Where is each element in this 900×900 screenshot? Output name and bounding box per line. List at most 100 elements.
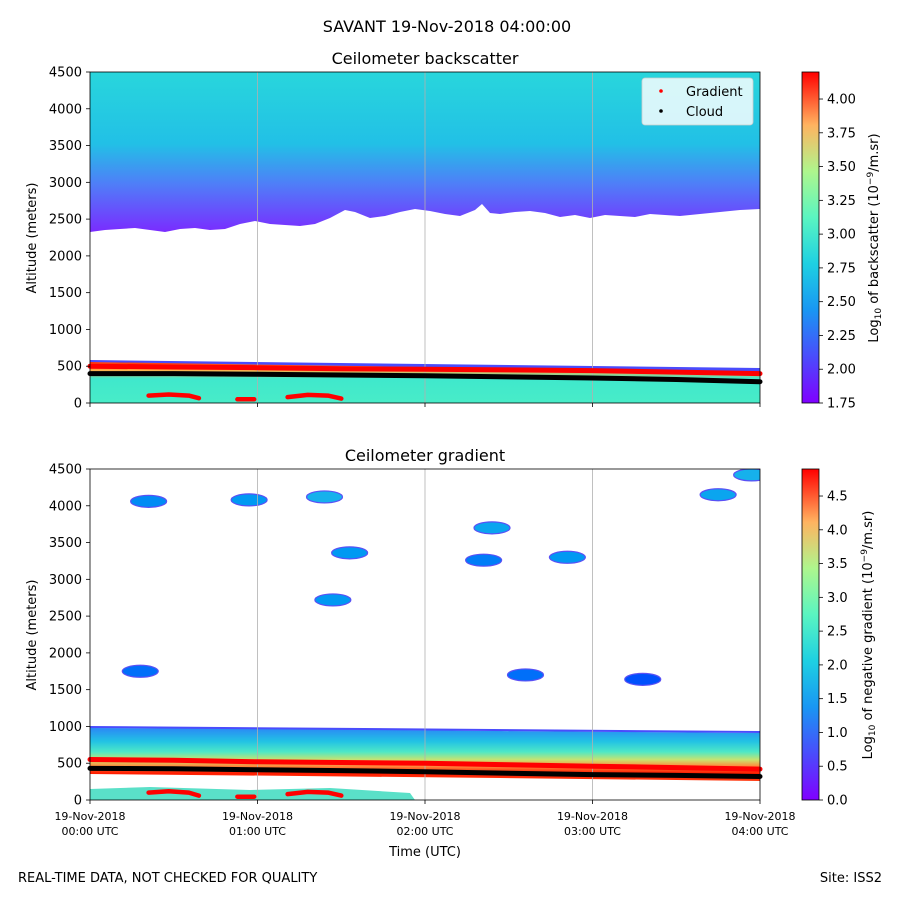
y-tick-label: 1500 xyxy=(49,286,82,301)
legend-cloud-label: Cloud xyxy=(686,105,723,120)
colorbar-tick-label: 2.75 xyxy=(827,261,856,276)
backscatter-panel: Ceilometer backscatter 0 500 1000 1500 2000 2… xyxy=(25,49,884,412)
y-tick-label: 4000 xyxy=(49,102,82,117)
x-tick-label-time: 02:00 UTC xyxy=(396,825,453,838)
gradient-colorbar-label: Log10 of negative gradient (10−9/m.sr) xyxy=(860,511,878,760)
colorbar-tick-label: 2.0 xyxy=(827,658,848,673)
cloud-patch xyxy=(473,521,511,535)
backscatter-colorbar-label: Log10 of backscatter (10−9/m.sr) xyxy=(866,133,884,342)
backscatter-gridlines xyxy=(257,72,593,403)
gradient-cloud-patches xyxy=(121,469,760,686)
colorbar-tick-label: 4.0 xyxy=(827,523,848,538)
series-gradient xyxy=(87,363,763,377)
colorbar-tick-label: 3.50 xyxy=(827,160,856,175)
cloud-patch xyxy=(548,550,586,564)
backscatter-colorbar-ticks: 1.75 2.00 2.25 2.50 2.75 3.00 3.25 3.50 3.75 4.00 xyxy=(819,93,856,412)
gradient-low-segment xyxy=(285,789,344,798)
colorbar-tick-label: 3.5 xyxy=(827,557,848,572)
cloud-patch xyxy=(305,490,344,504)
colorbar-tick-label: 0.5 xyxy=(827,760,848,775)
gradient-title: Ceilometer gradient xyxy=(345,446,505,465)
series-cloud xyxy=(87,371,763,385)
colorbar-tick-label: 4.5 xyxy=(827,490,848,505)
backscatter-title: Ceilometer backscatter xyxy=(332,49,519,68)
colorbar-tick-label: 0.0 xyxy=(827,794,848,809)
x-tick-label-date: 19-Nov-2018 xyxy=(557,810,628,823)
y-tick-label: 4000 xyxy=(49,499,82,514)
x-tick-label-date: 19-Nov-2018 xyxy=(54,810,125,823)
gradient-xlabel: Time (UTC) xyxy=(388,845,461,860)
colorbar-tick-label: 3.25 xyxy=(827,194,856,209)
legend-gradient-marker xyxy=(659,89,663,93)
gradient-marks xyxy=(87,757,763,799)
backscatter-marks xyxy=(87,363,763,402)
gradient-gridlines xyxy=(257,469,593,800)
cloud-patch xyxy=(121,664,159,678)
y-tick-label: 3500 xyxy=(49,536,82,551)
x-tick-label-date: 19-Nov-2018 xyxy=(222,810,293,823)
colorbar-tick-label: 3.00 xyxy=(827,228,856,243)
y-tick-label: 0 xyxy=(74,794,82,809)
y-tick-label: 2500 xyxy=(49,213,82,228)
legend-gradient-label: Gradient xyxy=(686,85,743,100)
colorbar-tick-label: 2.50 xyxy=(827,295,856,310)
colorbar-tick-label: 2.00 xyxy=(827,363,856,378)
x-tick-label-date: 19-Nov-2018 xyxy=(724,810,795,823)
cloud-patch xyxy=(506,668,545,682)
series-gradient xyxy=(87,757,763,772)
y-tick-label: 0 xyxy=(74,397,82,412)
gradient-x-axis: 19-Nov-2018 00:00 UTC 19-Nov-2018 01:00 UTC… xyxy=(54,800,796,838)
y-tick-label: 4500 xyxy=(49,463,82,478)
gradient-low-segment xyxy=(146,788,202,798)
gradient-ylabel: Altitude (meters) xyxy=(25,580,40,691)
backscatter-x-axis xyxy=(89,403,761,407)
y-tick-label: 1500 xyxy=(49,683,82,698)
x-tick-label-time: 04:00 UTC xyxy=(731,825,788,838)
cloud-patch xyxy=(230,493,268,507)
cloud-patch xyxy=(699,488,737,502)
gradient-panel: Ceilometer gradient 0 500 1000 1500 2000 2500… xyxy=(25,446,878,860)
y-tick-label: 1000 xyxy=(49,720,82,735)
cloud-patch xyxy=(465,553,503,567)
x-tick-label-time: 00:00 UTC xyxy=(61,825,118,838)
backscatter-colorbar: 1.75 2.00 2.25 2.50 2.75 3.00 3.25 3.50 3.75 4.00… xyxy=(801,71,884,412)
x-tick-label-date: 19-Nov-2018 xyxy=(389,810,460,823)
x-tick-label-time: 03:00 UTC xyxy=(564,825,621,838)
y-tick-label: 500 xyxy=(57,360,82,375)
y-tick-label: 3000 xyxy=(49,176,82,191)
colorbar-tick-label: 1.0 xyxy=(827,726,848,741)
gradient-low-segment xyxy=(146,392,202,401)
gradient-low-segment xyxy=(285,392,344,401)
gradient-colorbar-ticks: 0.0 0.5 1.0 1.5 2.0 2.5 3.0 3.5 4.0 4.5 xyxy=(819,490,848,809)
colorbar-tick-label: 2.5 xyxy=(827,625,848,640)
y-tick-label: 2500 xyxy=(49,610,82,625)
colorbar-tick-label: 4.00 xyxy=(827,93,856,108)
y-tick-label: 500 xyxy=(57,757,82,772)
cloud-patch xyxy=(130,494,168,508)
backscatter-legend: Gradient Cloud xyxy=(641,77,754,126)
colorbar-tick-label: 2.25 xyxy=(827,329,856,344)
footer-site: Site: ISS2 xyxy=(820,871,882,886)
y-tick-label: 4500 xyxy=(49,66,82,81)
cloud-patch xyxy=(624,672,662,686)
legend-cloud-marker xyxy=(659,109,663,113)
backscatter-y-axis: 0 500 1000 1500 2000 2500 3000 3500 4000 4500 xyxy=(49,66,90,412)
colorbar-tick-label: 3.75 xyxy=(827,126,856,141)
footer-quality-note: REAL-TIME DATA, NOT CHECKED FOR QUALITY xyxy=(18,871,317,886)
y-tick-label: 2000 xyxy=(49,249,82,264)
figure-title: SAVANT 19-Nov-2018 04:00:00 xyxy=(323,17,571,36)
cloud-patch xyxy=(314,593,352,607)
series-cloud xyxy=(87,765,763,779)
x-tick-label-time: 01:00 UTC xyxy=(229,825,286,838)
y-tick-label: 2000 xyxy=(49,646,82,661)
y-tick-label: 1000 xyxy=(49,323,82,338)
colorbar-tick-label: 1.75 xyxy=(827,397,856,412)
cloud-patch xyxy=(733,469,760,482)
cloud-patch xyxy=(331,546,369,560)
backscatter-ylabel: Altitude (meters) xyxy=(25,183,40,294)
gradient-colorbar: 0.0 0.5 1.0 1.5 2.0 2.5 3.0 3.5 4.0 4.5 Log10 of … xyxy=(801,468,878,809)
colorbar-tick-label: 1.5 xyxy=(827,692,848,707)
y-tick-label: 3500 xyxy=(49,139,82,154)
y-tick-label: 3000 xyxy=(49,573,82,588)
gradient-y-axis: 0 500 1000 1500 2000 2500 3000 3500 4000 4500 xyxy=(49,463,90,809)
